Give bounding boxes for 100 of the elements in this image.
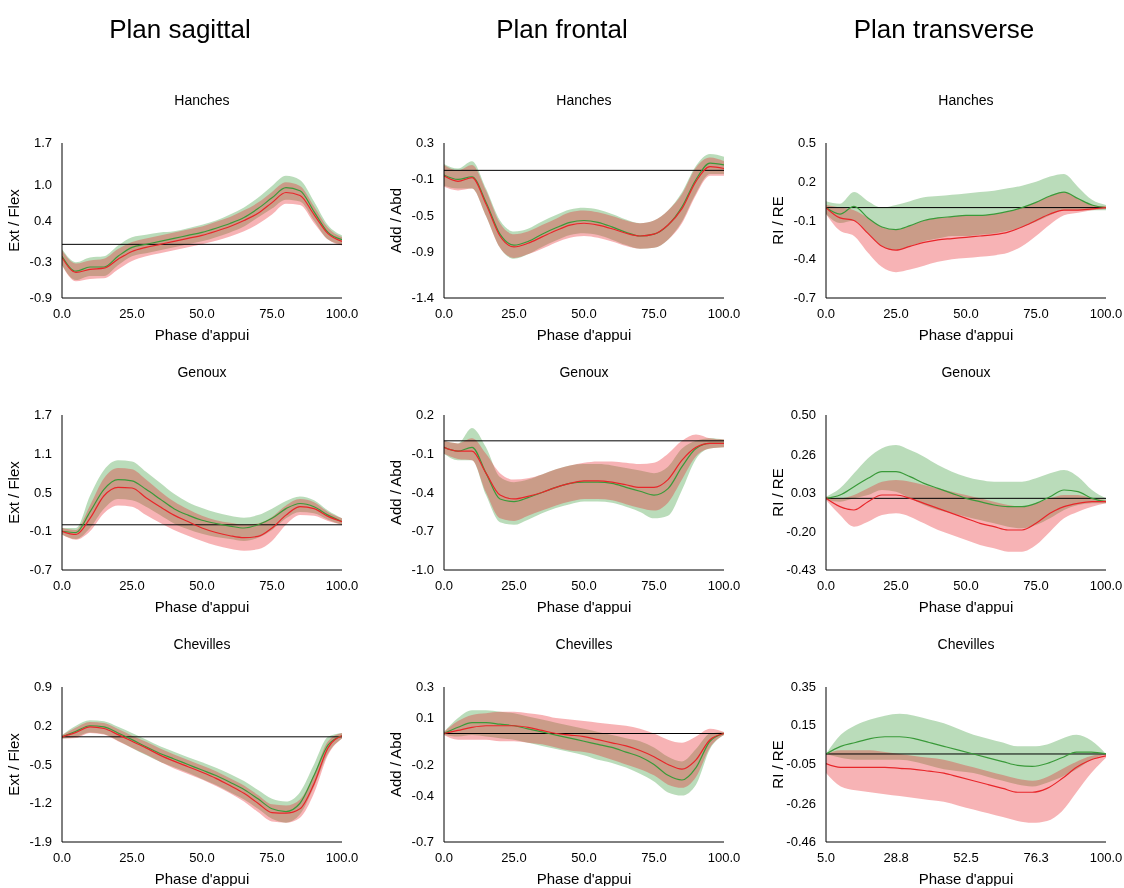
x-tick-label: 100.0: [325, 578, 359, 593]
y-tick-label: 0.4: [33, 212, 52, 228]
x-tick-label: 50.0: [571, 306, 597, 321]
x-tick-label: 0.0: [434, 850, 454, 865]
y-axis-title: Ext / Flex: [5, 460, 23, 524]
x-tick-label: 25.0: [883, 578, 909, 593]
x-tick-label: 50.0: [189, 306, 215, 321]
y-tick-label: 1.0: [33, 176, 52, 192]
y-tick-label: 0.15: [790, 717, 816, 733]
y-tick-label: -0.1: [29, 523, 52, 539]
y-tick-label: 0.26: [790, 447, 816, 462]
chart-subtitle: Hanches: [173, 92, 231, 108]
x-tick-label: 0.0: [816, 306, 836, 321]
x-tick-label: 52.5: [953, 850, 979, 865]
x-tick-label: 75.0: [1023, 306, 1049, 321]
y-axis-title: Add / Abd: [387, 731, 405, 798]
x-tick-label: 25.0: [119, 306, 145, 321]
y-tick-label: 1.7: [33, 407, 52, 422]
x-tick-label: 0.0: [434, 578, 454, 593]
y-tick-label: -0.7: [411, 523, 434, 539]
y-tick-label: 0.1: [415, 710, 434, 725]
x-tick-label: 75.0: [259, 306, 285, 321]
chart-title: Chevilles: [554, 636, 614, 652]
y-tick-label: -0.43: [786, 562, 816, 577]
chart-title: Plan transverse: [852, 14, 1036, 45]
line-series: [826, 736, 1106, 768]
y-tick-label: 0.50: [790, 407, 816, 422]
chart-title: Plan sagittal: [108, 14, 252, 45]
y-tick-label: -0.4: [411, 787, 434, 803]
x-tick-label: 76.3: [1023, 850, 1049, 865]
x-tick-label: 25.0: [501, 306, 527, 321]
y-tick-label: 0.3: [415, 135, 434, 150]
y-tick-label: -1.9: [29, 834, 52, 849]
y-tick-label: -0.3: [29, 254, 52, 270]
y-tick-label: -0.4: [411, 484, 434, 500]
x-tick-label: 50.0: [571, 850, 597, 865]
x-tick-label: 25.0: [119, 578, 145, 593]
y-tick-label: 0.5: [797, 135, 816, 150]
x-tick-label: 25.0: [119, 850, 145, 865]
x-tick-label: 75.0: [641, 578, 667, 593]
chart-title: Genoux: [176, 364, 228, 380]
y-tick-label: -0.4: [793, 251, 816, 267]
line-series: [826, 206, 1106, 251]
x-tick-label: 50.0: [189, 850, 215, 865]
x-tick-label: 75.0: [259, 850, 285, 865]
chart-subtitle: Hanches: [555, 92, 613, 108]
y-tick-label: -0.05: [786, 755, 816, 771]
x-tick-label: 75.0: [259, 578, 285, 593]
chart-title: Plan frontal: [495, 14, 629, 45]
y-tick-label: -0.46: [786, 834, 816, 849]
y-tick-label: -0.9: [29, 290, 52, 305]
y-tick-label: -0.7: [793, 290, 816, 305]
y-tick-label: -1.2: [29, 795, 52, 811]
y-tick-label: -0.1: [411, 445, 434, 461]
y-tick-label: 0.3: [415, 679, 434, 694]
line-series: [826, 471, 1106, 508]
x-tick-label: 100.0: [325, 850, 359, 865]
x-tick-label: 25.0: [501, 578, 527, 593]
x-tick-label: 75.0: [641, 306, 667, 321]
x-tick-label: 28.8: [883, 850, 909, 865]
line-series: [826, 755, 1106, 793]
y-axis-title: RI / RE: [769, 740, 787, 789]
y-axis-title: RI / RE: [769, 196, 787, 245]
x-tick-label: 50.0: [953, 306, 979, 321]
x-tick-label: 100.0: [1089, 306, 1123, 321]
line-series: [826, 494, 1106, 531]
x-tick-label: 0.0: [52, 850, 72, 865]
y-axis-title: RI / RE: [769, 468, 787, 517]
x-tick-label: 100.0: [1089, 578, 1123, 593]
chart-title: Chevilles: [172, 636, 232, 652]
x-tick-label: 0.0: [52, 306, 72, 321]
x-tick-label: 50.0: [189, 578, 215, 593]
y-tick-label: 0.2: [797, 173, 816, 189]
y-tick-label: 0.03: [790, 485, 816, 501]
y-tick-label: 1.7: [33, 135, 52, 150]
y-tick-label: 0.5: [33, 484, 52, 500]
line-series: [62, 478, 342, 534]
y-tick-label: -1.4: [411, 290, 434, 305]
line-series: [826, 191, 1106, 231]
y-tick-label: -0.7: [411, 834, 434, 849]
x-tick-label: 75.0: [1023, 578, 1049, 593]
x-tick-label: 50.0: [953, 578, 979, 593]
x-tick-label: 100.0: [707, 578, 741, 593]
y-tick-label: -0.1: [411, 171, 434, 187]
chart-title: Genoux: [940, 364, 992, 380]
x-tick-label: 50.0: [571, 578, 597, 593]
x-tick-label: 0.0: [816, 578, 836, 593]
y-tick-label: -0.1: [793, 212, 816, 228]
x-tick-label: 100.0: [325, 306, 359, 321]
y-tick-label: 0.2: [415, 407, 434, 422]
x-tick-label: 0.0: [52, 578, 72, 593]
x-tick-label: 5.0: [816, 850, 836, 865]
x-tick-label: 100.0: [707, 306, 741, 321]
chart-subtitle: Hanches: [937, 92, 995, 108]
y-axis-title: Ext / Flex: [5, 188, 23, 252]
chart-title: Chevilles: [936, 636, 996, 652]
line-series: [62, 486, 342, 539]
x-tick-label: 100.0: [707, 850, 741, 865]
y-axis-title: Ext / Flex: [5, 732, 23, 796]
x-tick-label: 75.0: [641, 850, 667, 865]
